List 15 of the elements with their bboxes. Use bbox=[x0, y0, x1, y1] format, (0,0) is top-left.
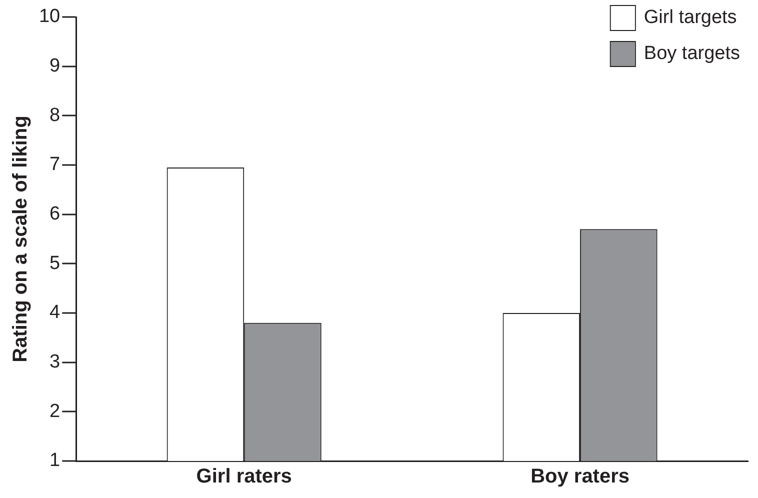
legend-label: Boy targets bbox=[644, 43, 740, 64]
y-tick-label: 5 bbox=[50, 252, 60, 274]
y-tick-label: 7 bbox=[50, 154, 60, 176]
y-tick-label: 1 bbox=[50, 450, 60, 472]
y-tick-label: 6 bbox=[50, 204, 60, 225]
y-tick-label: 9 bbox=[50, 56, 60, 77]
legend-label: Girl targets bbox=[644, 7, 737, 28]
x-tick-label: Girl raters bbox=[196, 466, 292, 488]
y-tick-label: 2 bbox=[50, 400, 60, 422]
y-tick-label: 10 bbox=[38, 6, 60, 28]
y-tick-label: 3 bbox=[50, 352, 60, 373]
y-tick-label: 8 bbox=[50, 104, 60, 126]
x-tick-label: Boy raters bbox=[530, 466, 630, 488]
y-axis-title: Rating on a scale of liking bbox=[10, 116, 32, 362]
y-tick-label: 4 bbox=[50, 302, 61, 324]
